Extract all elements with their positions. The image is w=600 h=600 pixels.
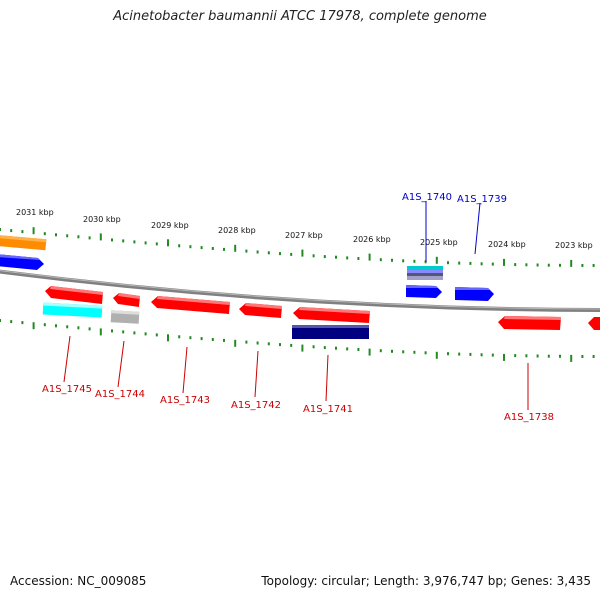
- map-title: Acinetobacter baumannii ATCC 17978, comp…: [113, 9, 487, 24]
- gene-label-a1s-1738[interactable]: A1S_1738: [504, 412, 554, 423]
- kbp-label-2023: 2023 kbp: [555, 241, 593, 250]
- cds-orange-partial[interactable]: [0, 234, 47, 251]
- cds-a1s-1739[interactable]: [455, 287, 494, 301]
- label-leader-lines: [63, 201, 529, 410]
- upper-tick-ruler: [0, 227, 595, 267]
- gene-label-a1s-1742[interactable]: A1S_1742: [231, 400, 281, 411]
- kbp-label-2028: 2028 kbp: [218, 226, 256, 235]
- cds-a1s-1738[interactable]: [498, 316, 561, 330]
- reverse-strand-features: [42, 286, 600, 339]
- forward-strand-features: [0, 234, 494, 301]
- cds-a1s-1741[interactable]: [292, 307, 370, 339]
- accession-text: Accession: NC_009085: [10, 574, 147, 588]
- gene-label-a1s-1743[interactable]: A1S_1743: [160, 395, 210, 406]
- gene-label-a1s-1744[interactable]: A1S_1744: [95, 389, 145, 400]
- gene-label-a1s-1745[interactable]: A1S_1745: [42, 384, 92, 395]
- gene-label-a1s-1740[interactable]: A1S_1740: [402, 192, 452, 203]
- lower-tick-ruler: [0, 319, 595, 362]
- kbp-label-2031: 2031 kbp: [16, 208, 54, 217]
- kbp-label-2029: 2029 kbp: [151, 221, 189, 230]
- kbp-labels: 2031 kbp 2030 kbp 2029 kbp 2028 kbp 2027…: [16, 208, 593, 250]
- cds-a1s-1740[interactable]: [407, 266, 443, 280]
- cds-blue-2025kbp[interactable]: [406, 285, 442, 298]
- gene-labels: A1S_1740 A1S_1739 A1S_1745 A1S_1744 A1S_…: [42, 192, 554, 423]
- gene-label-a1s-1739[interactable]: A1S_1739: [457, 194, 507, 205]
- kbp-label-2030: 2030 kbp: [83, 215, 121, 224]
- cds-red-partial-right[interactable]: [588, 317, 600, 330]
- cds-a1s-1745[interactable]: [42, 286, 103, 318]
- kbp-label-2025: 2025 kbp: [420, 238, 458, 247]
- kbp-label-2027: 2027 kbp: [285, 231, 323, 240]
- cds-a1s-1743[interactable]: [151, 296, 230, 314]
- genome-backbone-highlight: [0, 270, 600, 310]
- cds-blue-partial[interactable]: [0, 254, 44, 270]
- kbp-label-2026: 2026 kbp: [353, 235, 391, 244]
- genome-summary-text: Topology: circular; Length: 3,976,747 bp…: [261, 574, 591, 588]
- cds-a1s-1742[interactable]: [239, 303, 282, 318]
- gene-label-a1s-1741[interactable]: A1S_1741: [303, 404, 353, 415]
- genome-backbone: [0, 269, 600, 312]
- kbp-label-2024: 2024 kbp: [488, 240, 526, 249]
- cds-a1s-1744[interactable]: [110, 293, 140, 324]
